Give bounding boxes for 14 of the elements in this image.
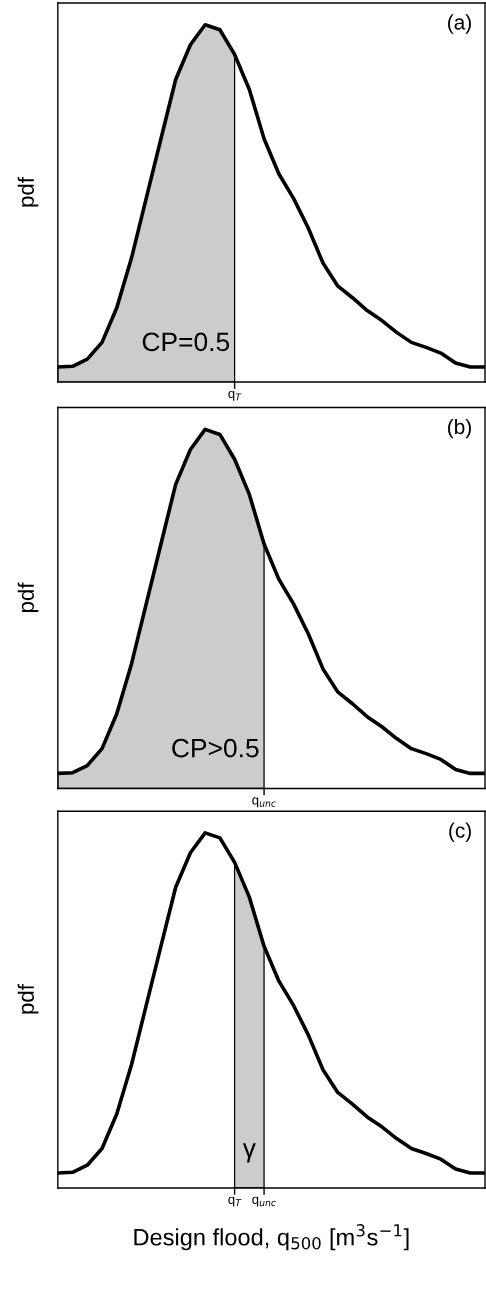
annotation: (c) [449,822,471,842]
text: q$_{T}$ [228,1196,242,1207]
annotation: CP>0.5 [172,738,259,758]
annotation: (b) [448,418,471,439]
annotation: (a) [448,14,471,34]
annotation: CP=0.5 [142,332,230,352]
y-axis-title: pdf [17,177,39,207]
text: q$_{T}$ [228,390,242,401]
y-axis-title: pdf [17,582,39,613]
y-axis-title: pdf [17,984,39,1014]
annotation: γ [242,1143,256,1163]
text: q$_{unc}$ [252,797,276,808]
text: q$_{unc}$ [252,1196,276,1207]
x-axis-title: Design flood, q$_{500}$ [m$^{3}$s$^{−1}$] [134,1224,409,1251]
